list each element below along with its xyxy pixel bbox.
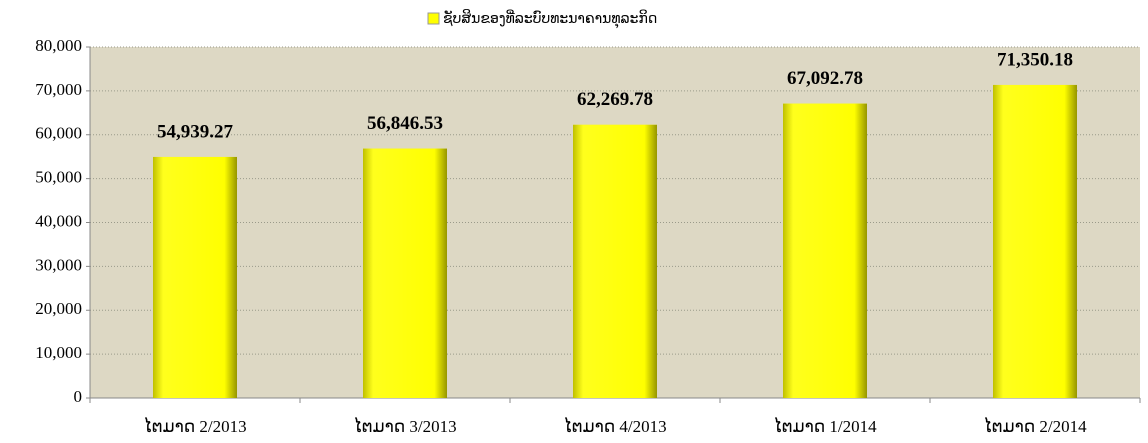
x-tick-label: ໄຕມາດ 2/2014 [983, 416, 1087, 436]
data-label: 67,092.78 [787, 68, 863, 89]
y-tick-label: 50,000 [35, 168, 82, 187]
x-tick-label: ໄຕມາດ 2/2013 [143, 416, 246, 436]
bar [573, 124, 657, 398]
bar [363, 148, 447, 398]
x-tick-label: ໄຕມາດ 3/2013 [353, 416, 456, 436]
y-tick-label: 80,000 [35, 36, 82, 55]
bar [153, 156, 237, 398]
data-label: 71,350.18 [997, 49, 1073, 70]
x-tick-label: ໄຕມາດ 4/2013 [563, 416, 666, 436]
y-tick-label: 30,000 [35, 255, 82, 274]
legend-swatch [427, 12, 440, 25]
bar [993, 84, 1077, 399]
data-label: 56,846.53 [367, 113, 443, 134]
bar [783, 103, 867, 398]
y-tick-label: 10,000 [35, 343, 82, 362]
y-tick-label: 40,000 [35, 211, 82, 230]
data-label: 54,939.27 [157, 121, 234, 142]
y-tick-label: 70,000 [35, 80, 82, 99]
y-tick-label: 0 [74, 387, 83, 406]
data-label: 62,269.78 [577, 89, 653, 110]
x-tick-label: ໄຕມາດ 1/2014 [773, 416, 877, 436]
y-tick-label: 60,000 [35, 124, 82, 143]
legend-label: ຊັບສິນຂອງທີ່ລະບົບທະນາຄານທຸລະກິດ [443, 9, 657, 28]
y-tick-label: 20,000 [35, 299, 82, 318]
